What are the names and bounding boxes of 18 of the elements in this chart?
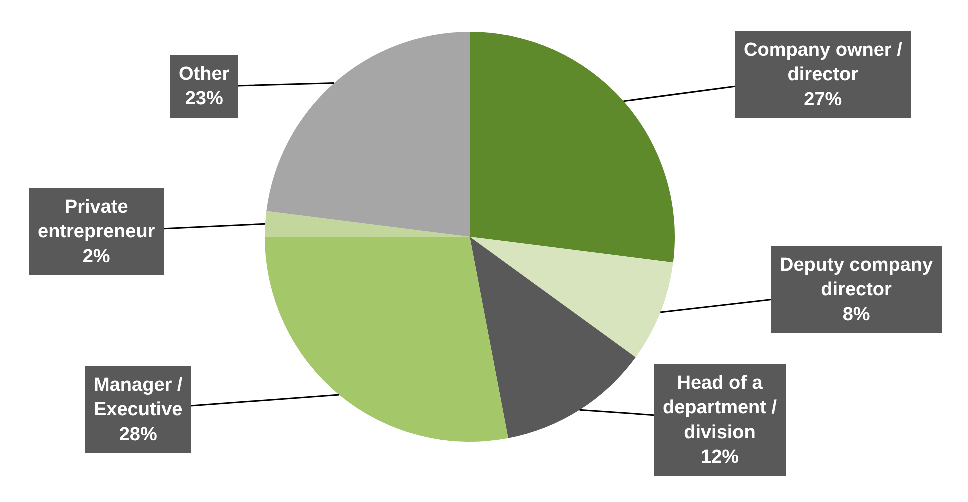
slice-label: Head of a department / division bbox=[663, 373, 778, 444]
pie-slice bbox=[470, 237, 674, 358]
data-label: 12% bbox=[701, 447, 740, 468]
pie-slice bbox=[470, 32, 675, 263]
pie-slice bbox=[266, 32, 470, 237]
data-label: 23% bbox=[185, 88, 224, 110]
pie-slice bbox=[265, 211, 470, 237]
pie-slice bbox=[470, 237, 636, 438]
slice-label: Manager / Executive bbox=[94, 375, 184, 421]
slice-label: Private entrepreneur bbox=[38, 197, 156, 243]
data-label: 8% bbox=[842, 304, 870, 326]
slice-label: Deputy company director bbox=[780, 255, 934, 301]
data-label: 27% bbox=[804, 89, 842, 110]
data-label: 28% bbox=[119, 424, 158, 446]
data-label: 2% bbox=[82, 246, 110, 268]
slice-label: Company owner / director bbox=[744, 40, 904, 86]
slice-label: Other bbox=[179, 64, 230, 85]
pie-slice bbox=[265, 237, 508, 442]
